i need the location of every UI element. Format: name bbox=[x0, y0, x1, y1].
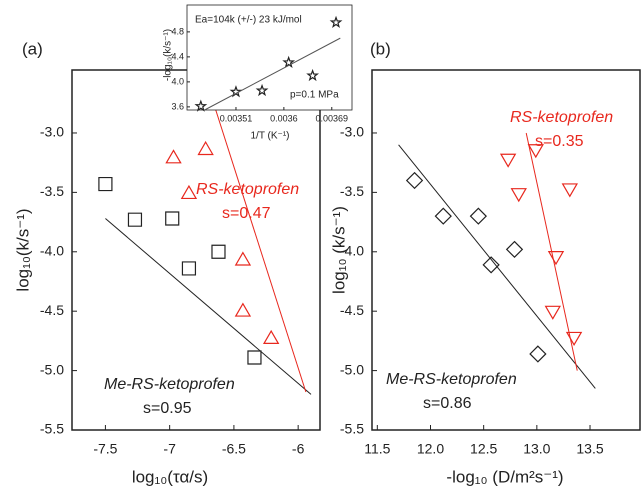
y-tick-label: -5.0 bbox=[40, 361, 64, 377]
data-point bbox=[165, 211, 180, 226]
data-point bbox=[127, 212, 143, 227]
fit-line bbox=[398, 144, 596, 389]
y-axis-title: log₁₀ (k/s⁻¹) bbox=[329, 206, 348, 294]
annotation: RS-ketoprofen bbox=[510, 109, 613, 126]
annotation: s=0.47 bbox=[222, 205, 271, 222]
y-axis-title: -log₁₀(k/s⁻¹) bbox=[163, 29, 174, 81]
data-point bbox=[405, 171, 424, 190]
plot-frame bbox=[186, 4, 353, 111]
data-point bbox=[234, 302, 252, 317]
y-tick-label: -3.5 bbox=[340, 183, 364, 199]
data-point bbox=[499, 153, 517, 168]
data-point bbox=[98, 176, 113, 192]
x-tick-label: -6.5 bbox=[222, 441, 246, 457]
data-point bbox=[234, 251, 252, 266]
data-point bbox=[329, 15, 343, 28]
y-tick-label: -4.5 bbox=[340, 302, 364, 318]
x-tick-label: 12.0 bbox=[417, 441, 444, 457]
plot-frame bbox=[371, 69, 641, 431]
data-point bbox=[529, 345, 547, 363]
annotation: Me-RS-ketoprofen bbox=[386, 371, 517, 388]
y-tick-label: -4.0 bbox=[340, 242, 364, 258]
y-tick-label: 4.8 bbox=[171, 26, 184, 36]
data-point bbox=[262, 329, 280, 344]
data-point bbox=[211, 244, 226, 259]
data-point bbox=[180, 184, 198, 200]
data-point bbox=[544, 305, 561, 320]
panel: 0.00351 0.0036 0.00369 3.6 4.0 4.4 4.8 1/T (K⁻¹… bbox=[163, 4, 353, 142]
data-point bbox=[181, 261, 197, 276]
data-point bbox=[247, 350, 262, 365]
fit-line bbox=[105, 218, 312, 395]
panel: 11.5 12.0 12.5 13.0 13.5 -3.0 -3.5 -4.0 -4.5 -5.0… bbox=[329, 39, 641, 486]
annotation: s=0.95 bbox=[143, 400, 192, 417]
x-tick-label: 0.0036 bbox=[270, 113, 298, 123]
data-point bbox=[197, 140, 214, 156]
data-point bbox=[469, 207, 487, 225]
y-tick-label: -4.5 bbox=[40, 302, 64, 318]
plot-frame bbox=[71, 69, 321, 431]
y-tick-label: -3.0 bbox=[40, 124, 64, 140]
panel: -7.5 -7 -6.5 -6 -3.0 -3.5 -4.0 -4.5 -5.0 -5.5 log₁… bbox=[13, 39, 321, 486]
y-tick-label: -4.0 bbox=[40, 242, 64, 258]
y-tick-label: -5.0 bbox=[340, 361, 364, 377]
y-tick-label: 4.4 bbox=[171, 51, 184, 61]
x-tick-label: 13.0 bbox=[523, 441, 550, 457]
x-tick-label: 11.5 bbox=[364, 441, 390, 457]
x-tick-label: -7 bbox=[163, 441, 176, 457]
y-tick-label: -3.0 bbox=[340, 124, 364, 140]
x-tick-label: -7.5 bbox=[93, 441, 117, 457]
x-tick-label: 12.5 bbox=[470, 441, 497, 457]
x-tick-label: 0.00369 bbox=[316, 113, 349, 123]
y-axis-title: log₁₀(k/s⁻¹) bbox=[13, 208, 32, 291]
annotation: p=0.1 MPa bbox=[290, 90, 339, 101]
fit-line bbox=[204, 37, 341, 111]
data-point bbox=[482, 256, 500, 274]
annotation: Ea=104k (+/-) 23 kJ/mol bbox=[195, 15, 302, 26]
data-point bbox=[282, 55, 296, 68]
y-tick-label: -5.5 bbox=[340, 421, 364, 437]
data-point bbox=[561, 183, 579, 198]
data-point bbox=[194, 99, 208, 112]
x-axis-title: log₁₀(τα/s) bbox=[132, 467, 208, 486]
annotation: Me-RS-ketoprofen bbox=[104, 376, 235, 393]
data-point bbox=[547, 251, 565, 266]
panel-label: (b) bbox=[370, 39, 391, 58]
data-point bbox=[434, 207, 452, 225]
panel-label: (a) bbox=[22, 39, 43, 58]
data-point bbox=[255, 83, 269, 97]
data-point bbox=[306, 68, 320, 82]
data-point bbox=[510, 188, 527, 203]
x-tick-label: 13.5 bbox=[576, 441, 603, 457]
y-tick-label: -3.5 bbox=[40, 183, 64, 199]
x-axis-title: -log₁₀ (D/m²s⁻¹) bbox=[446, 467, 563, 486]
y-tick-label: 4.0 bbox=[171, 76, 184, 86]
fit-line bbox=[525, 132, 578, 371]
fit-line bbox=[205, 78, 307, 393]
annotation: s=0.35 bbox=[535, 133, 584, 150]
data-point bbox=[505, 240, 524, 259]
annotation: s=0.86 bbox=[423, 395, 472, 412]
x-tick-label: -6 bbox=[292, 441, 305, 457]
x-tick-label: 0.00351 bbox=[220, 113, 253, 123]
y-tick-label: 3.6 bbox=[171, 101, 184, 111]
x-axis-title: 1/T (K⁻¹) bbox=[251, 131, 290, 142]
annotation: RS-ketoprofen bbox=[196, 181, 299, 198]
y-tick-label: -5.5 bbox=[40, 421, 64, 437]
data-point bbox=[527, 144, 544, 159]
data-point bbox=[165, 149, 182, 164]
